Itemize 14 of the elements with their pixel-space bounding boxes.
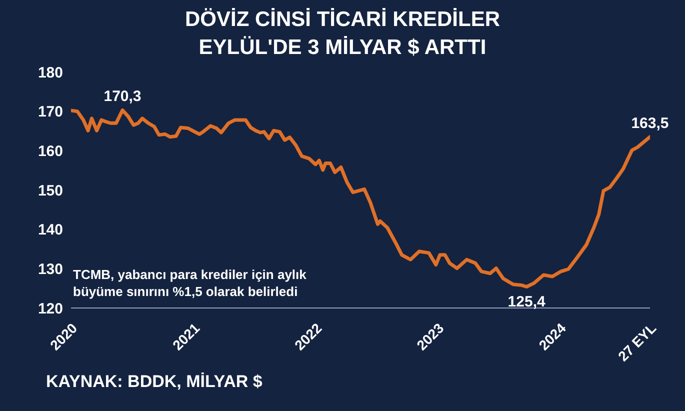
y-tick-label: 120: [38, 300, 63, 318]
text: KAYNAK: BDDK, MİLYAR $: [46, 372, 262, 392]
x-tick-label: 27 EYL: [614, 320, 660, 364]
y-tick-label: 180: [38, 64, 63, 82]
y-tick-label: 170: [38, 104, 63, 121]
annotation: 125,4: [508, 293, 546, 310]
y-tick-label: 130: [38, 260, 63, 278]
y-tick-label: 150: [38, 182, 63, 200]
annotation: 163,5: [631, 114, 669, 132]
y-tick-label: 160: [38, 142, 63, 160]
annotation: 170,3: [104, 88, 142, 106]
chart-title: DÖVİZ CİNSİ TİCARİ KREDİLER EYLÜL'DE 3 MİLYAR $ ARTTI: [184, 7, 501, 61]
y-tick-label: 140: [38, 222, 63, 239]
annotation: TCMB, yabancı para krediler için aylık büyüme sınırını %1,5 olarak belirledi: [73, 266, 308, 300]
